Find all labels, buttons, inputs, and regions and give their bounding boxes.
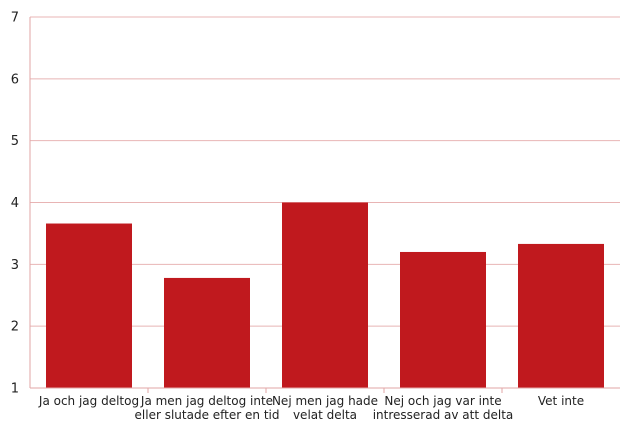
- x-tick-label: Ja men jag deltog inte: [140, 394, 273, 408]
- y-tick-label: 3: [11, 258, 19, 273]
- x-tick-label: intresserad av att delta: [373, 408, 514, 422]
- labels: 1 2 3 4 5 6 7 Ja och jag deltog Ja men jag delto…: [11, 11, 584, 422]
- axes: [29, 17, 620, 393]
- y-tick-label: 6: [11, 72, 19, 87]
- bar: [282, 202, 368, 388]
- x-tick-label: Vet inte: [538, 394, 584, 408]
- bar: [164, 277, 250, 388]
- y-tick-label: 7: [11, 11, 19, 26]
- x-tick-label: Nej och jag var inte: [384, 394, 501, 408]
- y-tick-label: 2: [11, 320, 19, 335]
- bar: [400, 251, 486, 388]
- bar: [518, 243, 604, 388]
- y-tick-label: 5: [11, 134, 19, 149]
- bars: [46, 202, 604, 388]
- x-tick-label: Ja och jag deltog: [38, 394, 139, 408]
- y-tick-label: 1: [11, 382, 19, 397]
- x-tick-label: Nej men jag hade: [272, 394, 378, 408]
- x-tick-label: eller slutade efter en tid: [135, 408, 280, 422]
- x-tick-label: velat delta: [293, 408, 357, 422]
- bar: [46, 223, 132, 388]
- y-tick-label: 4: [11, 196, 19, 211]
